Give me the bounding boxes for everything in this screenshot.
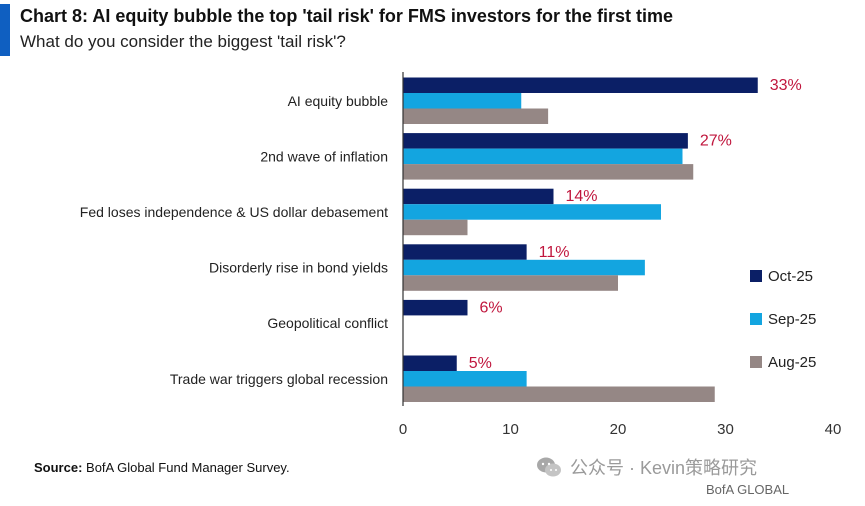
bar: [403, 148, 683, 165]
bar: [403, 275, 618, 291]
legend-swatch: [750, 356, 762, 368]
data-label: 5%: [469, 355, 492, 372]
bar: [403, 259, 645, 276]
bar: [403, 204, 661, 220]
x-tick-label: 30: [717, 421, 734, 438]
data-label: 11%: [539, 244, 570, 261]
chart-subtitle: What do you consider the biggest 'tail r…: [20, 32, 346, 51]
x-tick-label: 10: [502, 421, 519, 438]
category-label: Disorderly rise in bond yields: [209, 260, 388, 276]
legend-swatch: [750, 270, 762, 282]
bar: [403, 386, 715, 402]
legend-label: Aug-25: [768, 354, 816, 371]
data-label: 6%: [480, 299, 503, 316]
watermark: 公众号 · Kevin策略研究: [536, 454, 757, 480]
bar: [403, 219, 468, 236]
legend-label: Oct-25: [768, 268, 813, 285]
category-label: 2nd wave of inflation: [260, 148, 388, 164]
wechat-icon: [537, 457, 561, 477]
bar: [403, 299, 468, 316]
source-label: Source:: [34, 460, 83, 475]
category-label: Fed loses independence & US dollar debas…: [80, 204, 388, 220]
x-tick-label: 20: [610, 421, 627, 438]
bar: [403, 164, 694, 180]
category-label: AI equity bubble: [288, 93, 389, 109]
bar: [403, 93, 522, 109]
data-label: 33%: [770, 77, 802, 94]
bar: [403, 188, 554, 205]
bar: [403, 355, 457, 371]
bar: [403, 133, 688, 149]
bar: [403, 371, 527, 387]
x-tick-label: 40: [825, 421, 842, 438]
chart-title: Chart 8: AI equity bubble the top 'tail …: [20, 6, 673, 26]
bofa-footer-text: BofA GLOBAL: [706, 482, 790, 497]
watermark-text: 公众号 · Kevin策略研究: [570, 458, 758, 478]
title-accent-bar: [0, 4, 10, 56]
bar: [403, 108, 549, 124]
source-note: Source: BofA Global Fund Manager Survey.: [34, 460, 290, 475]
bar: [403, 77, 758, 93]
legend-label: Sep-25: [768, 311, 816, 328]
category-label: Trade war triggers global recession: [170, 371, 388, 387]
legend-swatch: [750, 313, 762, 325]
data-label: 27%: [700, 133, 732, 150]
x-tick-label: 0: [399, 421, 407, 438]
data-label: 14%: [566, 188, 598, 205]
category-label: Geopolitical conflict: [267, 315, 388, 331]
bar: [403, 244, 527, 260]
source-text: BofA Global Fund Manager Survey.: [86, 460, 290, 475]
